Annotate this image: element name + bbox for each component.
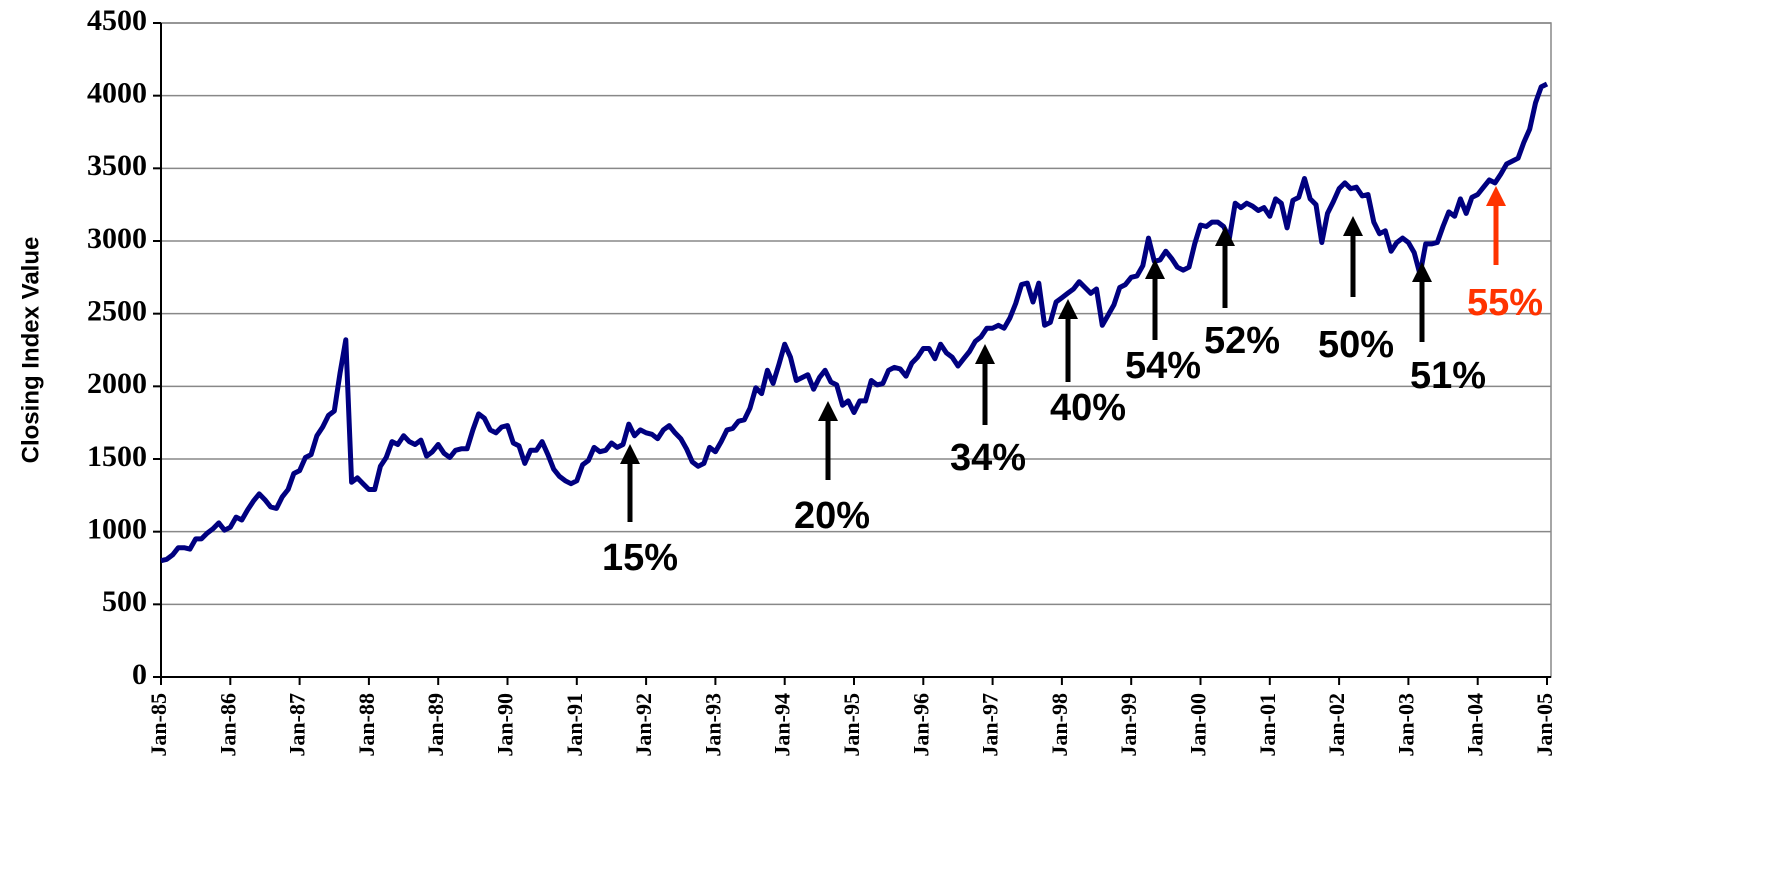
annotation: 20%	[794, 495, 870, 537]
y-tick-label: 3500	[87, 149, 147, 182]
x-tick-label: Jan-00	[1186, 693, 1211, 757]
y-tick-label: 0	[132, 658, 147, 691]
x-tick-label: Jan-87	[285, 693, 310, 757]
x-tick-label: Jan-05	[1532, 693, 1557, 757]
x-tick-label: Jan-92	[631, 693, 656, 757]
annotation: 51%	[1410, 355, 1486, 397]
y-tick-label: 2500	[87, 295, 147, 328]
annotation: 55%	[1467, 282, 1543, 324]
x-tick-label: Jan-03	[1393, 693, 1418, 757]
x-tick-label: Jan-88	[354, 693, 379, 757]
annotation: 40%	[1050, 387, 1126, 429]
x-tick-label: Jan-98	[1047, 693, 1072, 757]
x-tick-label: Jan-91	[562, 693, 587, 757]
x-tick-label: Jan-96	[908, 693, 933, 757]
x-tick-label: Jan-99	[1116, 693, 1141, 757]
x-tick-label: Jan-01	[1255, 693, 1280, 757]
annotation: 54%	[1125, 345, 1201, 387]
annotation: 34%	[950, 437, 1026, 479]
x-tick-label: Jan-02	[1324, 693, 1349, 757]
x-tick-label: Jan-97	[978, 693, 1003, 757]
x-tick-label: Jan-93	[700, 693, 725, 757]
y-tick-label: 4000	[87, 77, 147, 110]
y-tick-label: 500	[102, 585, 147, 618]
x-tick-label: Jan-95	[839, 693, 864, 757]
x-tick-label: Jan-04	[1463, 693, 1488, 757]
y-tick-label: 4500	[87, 4, 147, 37]
y-tick-label: 2000	[87, 367, 147, 400]
y-tick-label: 1000	[87, 513, 147, 546]
x-tick-label: Jan-85	[146, 693, 171, 757]
y-tick-label: 3000	[87, 222, 147, 255]
line-series	[160, 81, 1549, 564]
y-axis-title: Closing Index Value	[17, 237, 44, 464]
annotation: 15%	[602, 537, 678, 579]
annotation: 52%	[1204, 320, 1280, 362]
annotation: 50%	[1318, 324, 1394, 366]
x-tick-label: Jan-94	[770, 693, 795, 757]
x-tick-label: Jan-86	[215, 693, 240, 757]
x-tick-label: Jan-89	[423, 693, 448, 757]
y-tick-label: 1500	[87, 440, 147, 473]
x-tick-label: Jan-90	[493, 693, 518, 757]
